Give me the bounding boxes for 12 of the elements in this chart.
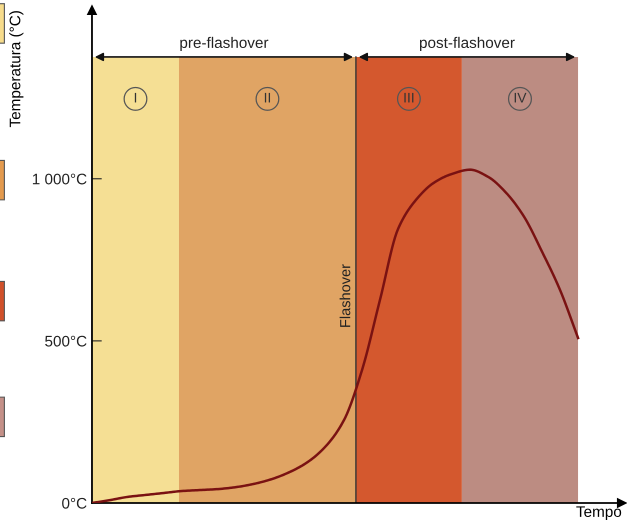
annotation: post-flashover	[420, 36, 515, 52]
annotation: I	[134, 92, 136, 102]
y-axis-title: Temperatura (°C)	[9, 11, 24, 128]
annotation: IV	[514, 92, 526, 102]
annotation: III	[404, 92, 414, 102]
y-tick-label: 500°C	[45, 336, 87, 347]
annotation: II	[264, 92, 270, 102]
x-axis-title: Tempo	[576, 506, 622, 520]
y-tick-label: 0°C	[62, 498, 87, 509]
y-tick-label: 1 000°C	[32, 174, 87, 184]
annotation: Flashover	[340, 264, 350, 327]
annotation: pre-flashover	[180, 36, 268, 52]
